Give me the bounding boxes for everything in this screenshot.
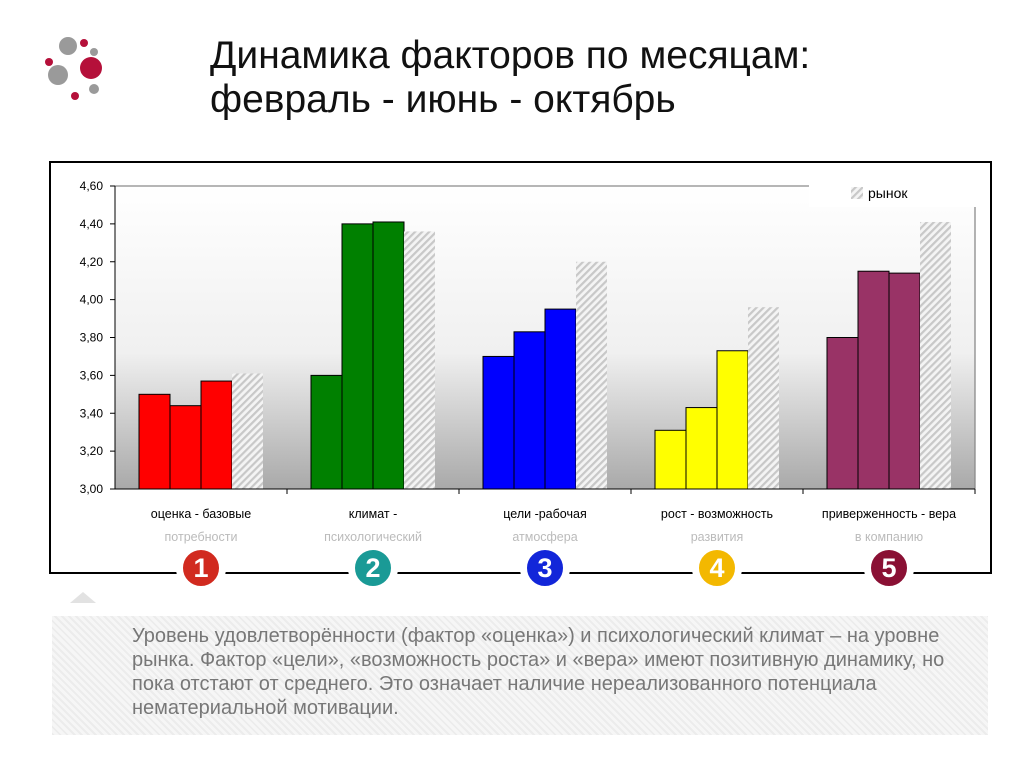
x-tick-label: оценка - базовые xyxy=(151,507,251,521)
legend-swatch xyxy=(851,187,863,199)
bar-market xyxy=(232,373,263,489)
bar xyxy=(341,223,374,490)
bar xyxy=(513,331,546,490)
bar xyxy=(716,350,749,490)
y-tick-label: 4,60 xyxy=(80,179,104,193)
y-tick-label: 3,00 xyxy=(80,482,104,496)
logo-icon xyxy=(45,37,102,100)
logo-dot xyxy=(89,84,99,94)
bar xyxy=(200,380,233,490)
x-tick-label: приверженность - вера xyxy=(822,507,956,521)
chart-frame: 3,00 3,20 3,40 3,60 3,80 4,00 4,20 4,40 4,60 оцен… xyxy=(49,161,992,574)
page-title: Динамика факторов по месяцам: февраль - … xyxy=(210,34,990,122)
bar xyxy=(482,355,515,490)
x-tick-label-sub: потребности xyxy=(165,530,238,544)
page-title-line1: Динамика факторов по месяцам: xyxy=(210,34,811,77)
bar xyxy=(826,337,859,490)
x-tick-label-sub: атмосфера xyxy=(512,530,577,544)
factor-badge: 3 xyxy=(525,548,565,588)
bar-market xyxy=(748,307,779,489)
legend-box xyxy=(809,181,989,207)
caption-box xyxy=(52,616,988,735)
x-tick-label: климат - xyxy=(349,507,398,521)
logo-dot xyxy=(48,65,68,85)
bar xyxy=(169,405,202,490)
x-tick-label-sub: психологический xyxy=(324,530,422,544)
factor-badge: 5 xyxy=(869,548,909,588)
y-tick-label: 4,40 xyxy=(80,217,104,231)
bar xyxy=(372,221,405,490)
caption-pointer xyxy=(70,592,96,603)
bar xyxy=(138,393,171,490)
x-tick-label-sub: в компанию xyxy=(855,530,923,544)
factor-badge: 4 xyxy=(697,548,737,588)
y-tick-label: 3,80 xyxy=(80,331,104,345)
y-tick-label: 4,00 xyxy=(80,293,104,307)
bar xyxy=(310,374,343,490)
legend-label: рынок xyxy=(868,185,908,201)
bar-chart: 3,00 3,20 3,40 3,60 3,80 4,00 4,20 4,40 4,60 оцен… xyxy=(80,179,989,567)
bar-market xyxy=(576,261,607,489)
logo-dot xyxy=(59,37,77,55)
logo-dot xyxy=(80,39,88,47)
y-tick-label: 3,40 xyxy=(80,406,104,420)
logo-dot xyxy=(90,48,98,56)
logo-dot xyxy=(80,57,102,79)
page-title-line2: февраль - июнь - октябрь xyxy=(210,78,676,121)
factor-badge: 2 xyxy=(353,548,393,588)
bar xyxy=(888,272,921,490)
y-tick-label: 4,20 xyxy=(80,255,104,269)
logo-dot xyxy=(45,58,53,66)
x-tick-label: рост - возможность xyxy=(661,507,773,521)
bar xyxy=(857,270,890,490)
factor-badge: 1 xyxy=(181,548,221,588)
bar-market xyxy=(404,231,435,489)
x-tick-label-sub: развития xyxy=(691,530,744,544)
bar xyxy=(654,429,687,490)
logo-dot xyxy=(71,92,79,100)
y-tick-label: 3,20 xyxy=(80,444,104,458)
bar-market xyxy=(920,221,951,489)
bar xyxy=(685,407,718,490)
x-tick-label: цели -рабочая xyxy=(503,507,586,521)
bar xyxy=(544,308,577,490)
caption-text: Уровень удовлетворённости (фактор «оценк… xyxy=(132,625,945,719)
y-tick-label: 3,60 xyxy=(80,368,104,382)
